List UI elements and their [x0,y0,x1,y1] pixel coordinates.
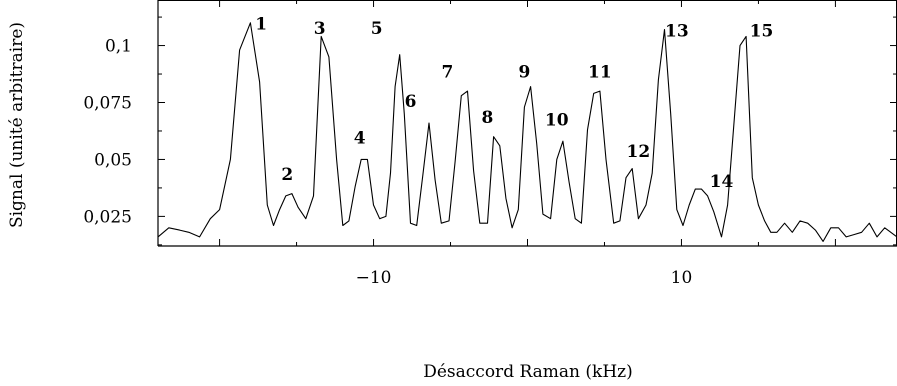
peak-label-7: 7 [442,62,454,82]
peak-label-9: 9 [518,62,530,82]
y-tick-label: 0,025 [83,207,132,227]
peak-label-11: 11 [588,62,612,82]
y-axis-title: Signal (unité arbitraire) [7,22,27,228]
x-axis-ticks: −10 10 [219,0,836,288]
peak-label-3: 3 [314,19,326,39]
y-axis-ticks: 0,025 0,05 0,075 0,1 [83,16,897,246]
peak-label-8: 8 [482,108,494,128]
peak-label-1: 1 [255,15,267,35]
peak-label-15: 15 [750,21,774,41]
y-tick-label: 0,075 [83,94,132,114]
peak-label-14: 14 [710,172,734,192]
peak-label-4: 4 [354,129,366,149]
peak-label-2: 2 [281,165,293,185]
y-tick-label: 0,1 [105,37,132,57]
peak-label-13: 13 [665,21,689,41]
y-tick-label: 0,05 [94,150,132,170]
peak-label-10: 10 [545,110,569,130]
x-tick-label: −10 [356,268,392,288]
x-tick-label: 10 [671,268,693,288]
peak-label-6: 6 [405,92,417,112]
x-axis-title: Désaccord Raman (kHz) [423,362,633,382]
signal-line [157,22,897,242]
peak-label-5: 5 [371,19,383,39]
peak-label-12: 12 [627,142,651,162]
